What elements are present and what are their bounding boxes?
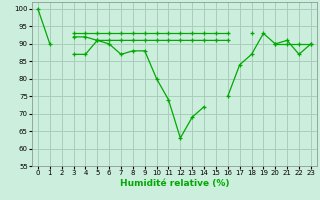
X-axis label: Humidité relative (%): Humidité relative (%) bbox=[120, 179, 229, 188]
